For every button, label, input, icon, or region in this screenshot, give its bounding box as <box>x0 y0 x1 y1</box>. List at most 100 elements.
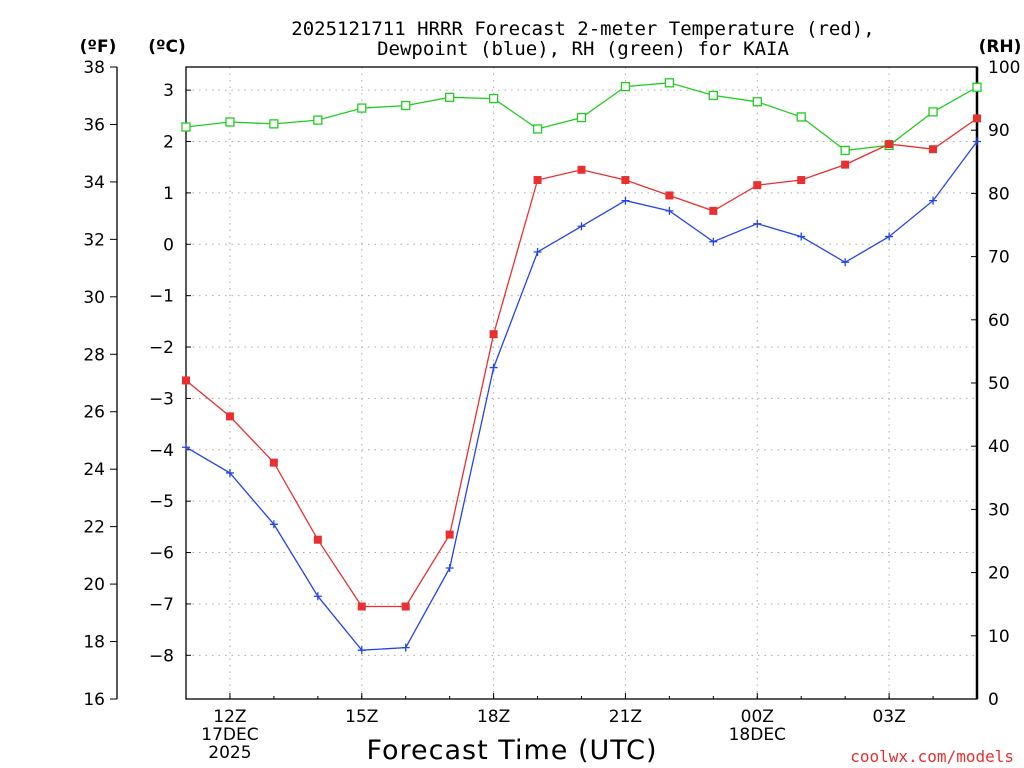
rh-tick-label: 60 <box>988 311 1010 331</box>
rh-marker <box>269 119 279 129</box>
temperature-marker <box>973 114 981 123</box>
fahrenheit-tick-label: 22 <box>83 518 105 538</box>
rh-marker <box>357 103 367 113</box>
rh-marker <box>488 93 499 104</box>
rh-marker <box>796 112 806 122</box>
celsius-tick-label: −8 <box>149 646 174 666</box>
credit-text: coolwx.com/models <box>850 747 1014 766</box>
rh-tick-label: 0 <box>988 690 999 710</box>
rh-marker <box>181 122 191 132</box>
dewpoint-marker <box>665 206 674 215</box>
dewpoint-marker <box>797 232 806 241</box>
dewpoint-marker <box>533 247 542 256</box>
x-tick-label: 15Z <box>345 707 378 727</box>
celsius-unit-label: (ºC) <box>148 37 186 57</box>
rh-marker <box>313 115 323 125</box>
celsius-tick-label: −5 <box>149 492 174 512</box>
fahrenheit-tick-label: 16 <box>83 690 105 710</box>
chart-title-line1: 2025121711 HRRR Forecast 2-meter Tempera… <box>291 18 874 40</box>
temperature-marker <box>929 145 938 154</box>
dewpoint-marker <box>357 646 366 655</box>
dewpoint-marker <box>313 592 322 601</box>
temperature-marker <box>665 191 674 200</box>
x-tick-label: 00Z <box>741 707 774 727</box>
chart-title-line2: Dewpoint (blue), RH (green) for KAIA <box>377 38 789 60</box>
rh-marker <box>225 117 235 127</box>
dewpoint-marker <box>709 237 718 246</box>
rh-tick-label: 90 <box>988 121 1010 141</box>
gridlines <box>186 67 977 699</box>
dewpoint-marker <box>577 222 586 231</box>
dewpoint-marker <box>182 443 190 452</box>
celsius-tick-label: 3 <box>163 81 174 101</box>
temperature-marker <box>753 181 762 190</box>
rh-marker <box>752 97 762 107</box>
temperature-marker <box>841 160 850 169</box>
rh-marker <box>620 81 631 92</box>
fahrenheit-tick-label: 28 <box>83 345 105 365</box>
celsius-tick-label: −1 <box>149 287 174 307</box>
dewpoint-marker <box>225 468 234 477</box>
dewpoint-marker <box>973 137 981 146</box>
x-tick-label: 21Z <box>609 707 642 727</box>
temperature-marker <box>445 530 454 539</box>
temperature-marker <box>269 458 278 467</box>
dewpoint-line <box>185 141 978 651</box>
fahrenheit-tick-label: 34 <box>83 173 105 193</box>
dewpoint-marker <box>753 219 762 228</box>
celsius-tick-label: −3 <box>149 389 174 409</box>
fahrenheit-unit-label: (ºF) <box>80 37 117 57</box>
temperature-marker <box>489 330 498 339</box>
celsius-tick-label: −2 <box>149 338 174 358</box>
fahrenheit-tick-label: 38 <box>83 58 105 78</box>
fahrenheit-tick-label: 32 <box>83 230 105 250</box>
temperature-marker <box>797 176 806 185</box>
dewpoint-marker <box>445 563 454 572</box>
rh-marker <box>664 78 675 88</box>
rh-marker <box>840 145 850 156</box>
temperature-marker <box>225 412 234 421</box>
temperature-marker <box>313 535 322 544</box>
dewpoint-marker <box>929 196 938 205</box>
temperature-marker <box>182 376 190 385</box>
x-tick-label: 12Z <box>213 707 246 727</box>
x-axis-title: Forecast Time (UTC) <box>366 735 657 766</box>
rh-marker <box>445 92 455 102</box>
data-markers <box>181 78 982 655</box>
fahrenheit-tick-label: 36 <box>83 115 105 135</box>
x-tick-label: 18DEC <box>729 725 786 745</box>
temperature-marker <box>621 176 630 185</box>
dewpoint-marker <box>401 643 410 652</box>
fahrenheit-tick-label: 26 <box>83 403 105 423</box>
plot-frame <box>185 66 978 700</box>
dewpoint-marker <box>269 520 278 529</box>
celsius-tick-label: 2 <box>163 133 174 153</box>
rh-marker <box>576 112 587 123</box>
rh-tick-label: 30 <box>988 500 1010 520</box>
fahrenheit-tick-label: 20 <box>83 575 105 595</box>
x-tick-label: 03Z <box>872 707 905 727</box>
rh-tick-label: 20 <box>988 564 1010 584</box>
rh-tick-label: 50 <box>988 374 1010 394</box>
fahrenheit-tick-label: 24 <box>83 460 105 480</box>
rh-marker <box>532 124 543 134</box>
fahrenheit-tick-label: 30 <box>83 288 105 308</box>
temperature-marker <box>533 176 542 185</box>
rh-marker <box>708 90 718 101</box>
fahrenheit-tick-label: 18 <box>83 633 105 653</box>
rh-marker <box>401 100 411 111</box>
rh-tick-label: 80 <box>988 184 1010 204</box>
x-tick-label: 18Z <box>477 707 510 727</box>
dewpoint-marker <box>489 363 498 372</box>
rh-marker <box>928 107 938 117</box>
celsius-tick-label: 1 <box>163 184 174 204</box>
celsius-tick-label: 0 <box>163 235 174 255</box>
celsius-tick-label: −4 <box>149 441 174 461</box>
celsius-tick-label: −7 <box>149 595 174 615</box>
x-tick-label: 17DEC <box>201 725 258 745</box>
temperature-marker <box>709 206 718 215</box>
celsius-tick-label: −6 <box>149 544 174 564</box>
temperature-marker <box>401 602 410 611</box>
